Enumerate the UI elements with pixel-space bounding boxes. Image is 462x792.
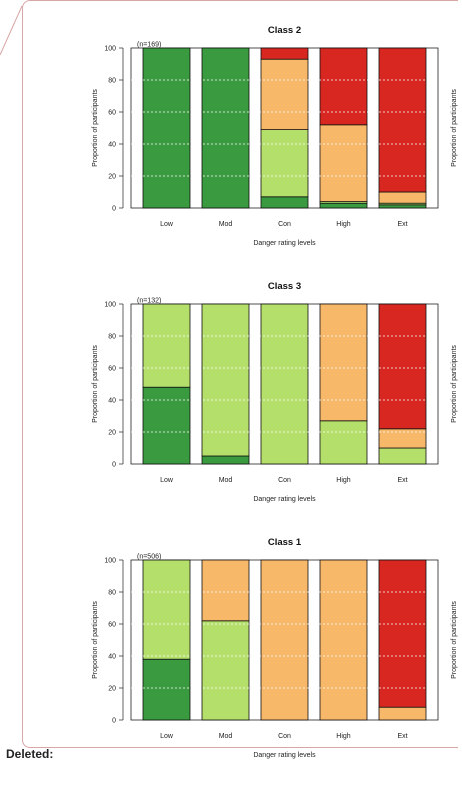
bar-segment-low-ext: [378, 204, 427, 209]
y-tick-label: 100: [104, 46, 116, 53]
bar-segment-low-low: [142, 386, 191, 465]
bar-segment-con-con: [260, 58, 309, 131]
bar-segment-high-high: [319, 47, 368, 126]
x-tick-label: Mod: [219, 733, 233, 740]
bar-segment-con-high: [319, 124, 368, 203]
x-tick-label: Ext: [397, 477, 407, 484]
bar-segment-mod-mod: [201, 620, 250, 721]
chart-class-1: Class 1 0 20 40 60 80 100 Proportion of partici…: [92, 537, 458, 759]
sample-size-label: (n=506): [137, 554, 161, 561]
y-tick-label: 0: [112, 462, 116, 469]
comment-connector-line: [0, 5, 23, 56]
x-axis-label: Danger rating levels: [253, 240, 316, 247]
y-tick-label: 20: [108, 174, 116, 181]
tracked-change-frame: [22, 0, 458, 748]
y-tick-label: 80: [108, 334, 116, 341]
x-tick-label: Ext: [397, 733, 407, 740]
chart-class-3: Class 3 0 20 40 60 80 100 Proportion of partici…: [92, 281, 458, 503]
bar-segment-mod-low: [142, 559, 191, 660]
bar-segment-con-ext: [378, 428, 427, 449]
x-tick-label: High: [336, 733, 351, 740]
bar-segment-mod-high: [319, 420, 368, 465]
bar-segment-low-mod: [201, 47, 250, 209]
x-axis-label: Danger rating levels: [253, 752, 316, 759]
y-tick-label: 60: [108, 622, 116, 629]
bar-segment-mod-con: [260, 129, 309, 198]
bar-segment-low-mod: [201, 455, 250, 465]
bar-segment-mod-con: [260, 303, 309, 465]
bar-segment-high-ext: [378, 559, 427, 708]
bar-segment-con-con: [260, 559, 309, 721]
right-y-axis-label: Proportion of participants: [451, 601, 458, 679]
x-tick-label: High: [336, 221, 351, 228]
deleted-label: Deleted:: [6, 747, 54, 761]
x-tick-label: Low: [160, 477, 174, 484]
x-tick-label: Con: [278, 733, 291, 740]
x-tick-label: Mod: [219, 477, 233, 484]
x-tick-label: Low: [160, 221, 174, 228]
y-tick-label: 0: [112, 206, 116, 213]
bar-segment-low-con: [260, 196, 309, 209]
sample-size-label: (n=132): [137, 298, 161, 305]
y-tick-label: 40: [108, 142, 116, 149]
y-tick-label: 80: [108, 590, 116, 597]
x-tick-label: Con: [278, 221, 291, 228]
bar-segment-con-mod: [201, 559, 250, 622]
bar-segment-con-ext: [378, 191, 427, 204]
x-tick-label: Ext: [397, 221, 407, 228]
bar-segment-mod-ext: [378, 447, 427, 465]
y-axis-label: Proportion of participants: [92, 345, 99, 423]
y-tick-label: 60: [108, 366, 116, 373]
chart-title: Class 2: [268, 25, 301, 36]
bar-segment-low-high: [319, 202, 368, 209]
bar-segment-low-low: [142, 47, 191, 209]
x-tick-label: Low: [160, 733, 174, 740]
bar-segment-con-high: [319, 303, 368, 422]
bar-segment-con-ext: [378, 706, 427, 721]
x-tick-label: Mod: [219, 221, 233, 228]
chart-title: Class 1: [268, 537, 302, 548]
y-tick-label: 100: [104, 302, 116, 309]
bar-segment-low-low: [142, 658, 191, 721]
bar-segment-high-ext: [378, 303, 427, 430]
y-axis-label: Proportion of participants: [92, 601, 99, 679]
right-y-axis-label: Proportion of participants: [451, 89, 458, 167]
bar-segment-high-ext: [378, 47, 427, 193]
right-y-axis-label: Proportion of participants: [451, 345, 458, 423]
bar-segment-con-high: [319, 559, 368, 721]
bar-segment-high-con: [260, 47, 309, 60]
bar-segment-mod-mod: [201, 303, 250, 457]
y-tick-label: 40: [108, 654, 116, 661]
y-tick-label: 60: [108, 110, 116, 117]
x-tick-label: High: [336, 477, 351, 484]
y-tick-label: 0: [112, 718, 116, 725]
y-tick-label: 20: [108, 686, 116, 693]
sample-size-label: (n=169): [137, 42, 161, 49]
y-tick-label: 100: [104, 558, 116, 565]
y-tick-label: 20: [108, 430, 116, 437]
x-tick-label: Con: [278, 477, 291, 484]
chart-class-2: Class 2 0 20 40 60 80 100 Proportion of partici…: [92, 25, 458, 247]
x-axis-label: Danger rating levels: [253, 496, 316, 503]
y-tick-label: 80: [108, 78, 116, 85]
chart-title: Class 3: [268, 281, 301, 292]
bar-segment-mod-low: [142, 303, 191, 388]
y-tick-label: 40: [108, 398, 116, 405]
y-axis-label: Proportion of participants: [92, 89, 99, 167]
